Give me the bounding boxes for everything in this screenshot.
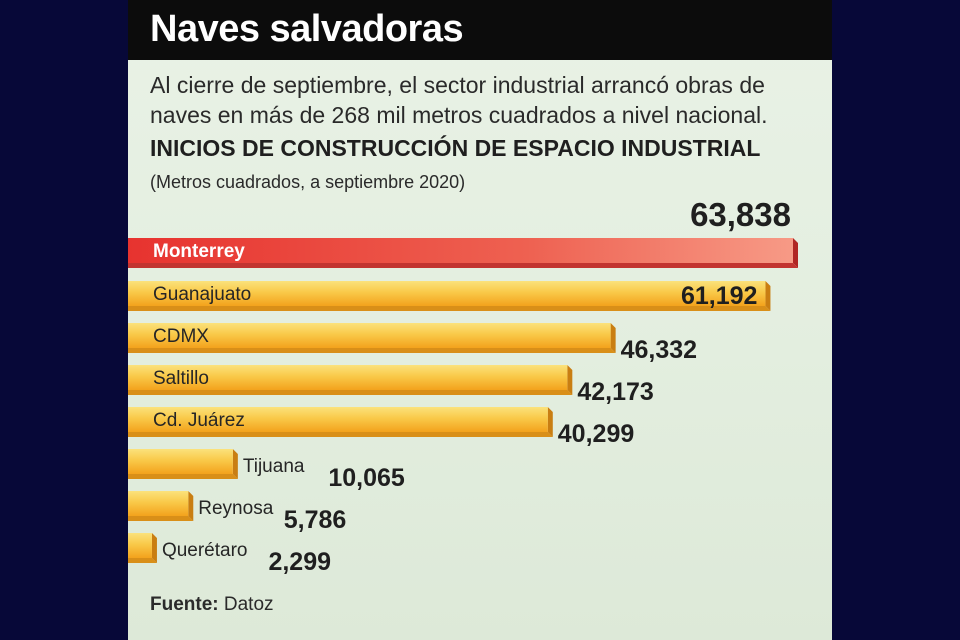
title-band: Naves salvadoras — [128, 0, 832, 60]
value-label: 46,332 — [621, 336, 697, 364]
infographic-card: Naves salvadoras Al cierre de septiembre… — [128, 0, 832, 640]
category-label: CDMX — [153, 326, 209, 347]
bar-side — [793, 238, 798, 268]
category-label: Querétaro — [162, 540, 248, 561]
bar-group: Monterrey 63,838 — [128, 196, 798, 268]
bar-shadow — [128, 348, 616, 353]
value-label: 2,299 — [268, 548, 331, 576]
bar-shadow — [128, 516, 194, 521]
value-label: 42,173 — [577, 378, 653, 406]
category-label: Monterrey — [153, 241, 245, 262]
bar-side — [765, 281, 771, 311]
bar-group: Saltillo 42,173 — [128, 365, 654, 406]
value-label: 61,192 — [681, 282, 757, 310]
bar — [128, 407, 548, 432]
value-label: 40,299 — [558, 420, 634, 448]
source-value: Datoz — [223, 594, 274, 615]
bar-group: Guanajuato 61,192 — [128, 281, 771, 311]
source-note: Fuente: Datoz — [150, 594, 274, 616]
page-title: Naves salvadoras — [150, 8, 464, 50]
bar — [128, 491, 189, 516]
bar-shadow — [128, 390, 573, 395]
category-label: Cd. Juárez — [153, 410, 245, 431]
bar-chart: Monterrey 63,838 Guanajuato 61,192 CDMX 46,33… — [128, 196, 798, 576]
bar-group: CDMX 46,332 — [128, 323, 697, 364]
description-text: Al cierre de septiembre, el sector indus… — [150, 72, 768, 128]
bar — [128, 323, 611, 348]
bar-shadow — [128, 306, 771, 311]
value-label: 5,786 — [284, 506, 347, 534]
source-label: Fuente: — [150, 594, 219, 615]
value-label: 63,838 — [690, 196, 791, 233]
category-label: Reynosa — [198, 498, 273, 519]
value-label: 10,065 — [328, 464, 405, 492]
bar-side — [188, 491, 194, 521]
bar-group: Reynosa 5,786 — [128, 491, 346, 534]
category-label: Guanajuato — [153, 284, 251, 305]
bar — [128, 533, 152, 558]
bar-side — [232, 449, 238, 479]
bar — [128, 238, 793, 263]
bar-side — [610, 323, 616, 353]
chart-title: INICIOS DE CONSTRUCCIÓN DE ESPACIO INDUS… — [150, 135, 761, 161]
category-label: Tijuana — [243, 456, 305, 477]
bar-group: Querétaro 2,299 — [128, 533, 331, 576]
bar-shadow — [128, 432, 553, 437]
bar-side — [567, 365, 573, 395]
chart-subtitle: (Metros cuadrados, a septiembre 2020) — [150, 172, 466, 192]
category-label: Saltillo — [153, 368, 209, 389]
bar — [128, 449, 233, 474]
bar-shadow — [128, 558, 157, 563]
bar — [128, 365, 568, 390]
bar — [128, 281, 766, 306]
bar-group: Cd. Juárez 40,299 — [128, 407, 634, 448]
bar-shadow — [128, 263, 798, 268]
bar-side — [151, 533, 157, 563]
bar-shadow — [128, 474, 238, 479]
bar-group: Tijuana 10,065 — [128, 449, 405, 492]
bar-side — [547, 407, 553, 437]
